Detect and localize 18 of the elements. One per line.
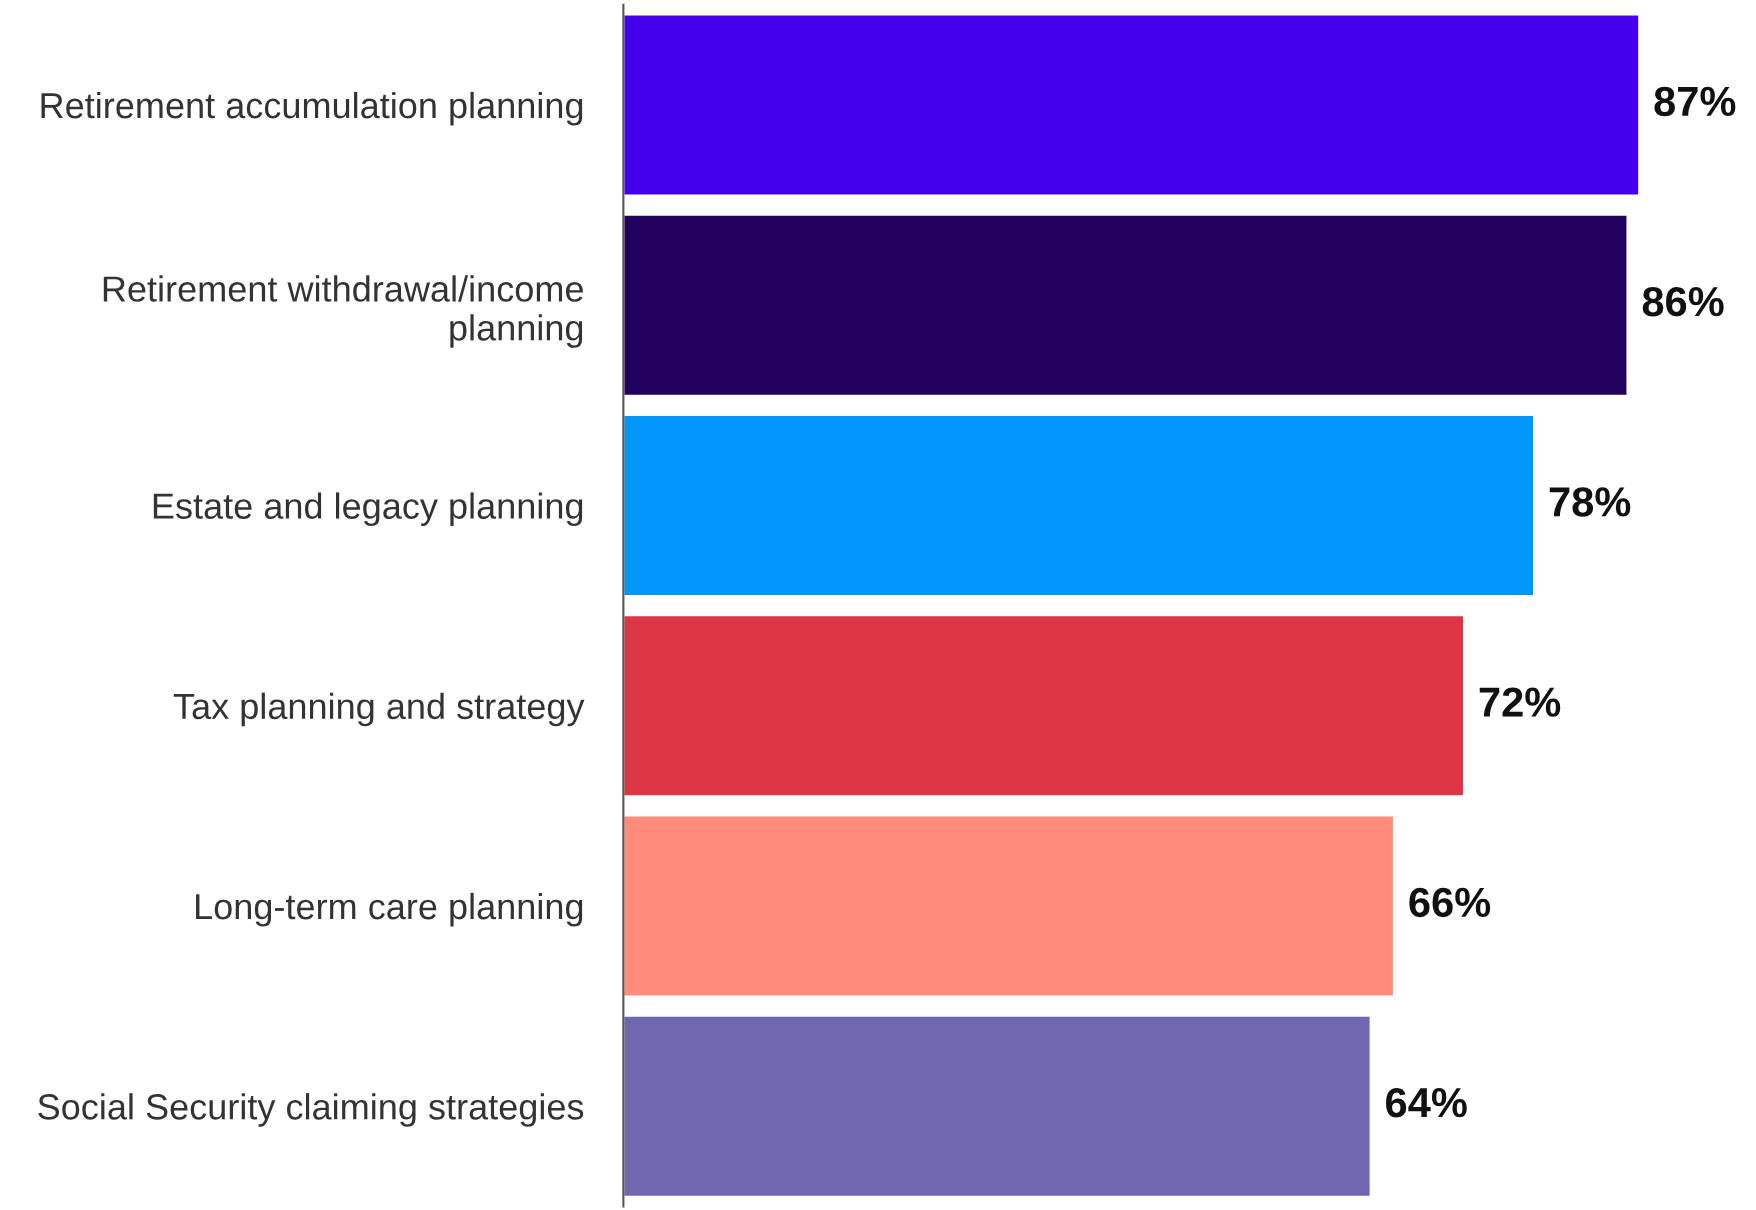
data-label: 78%: [1549, 487, 1631, 517]
data-label: 72%: [1479, 687, 1561, 717]
y-tick-label: Tax planning and strategy: [173, 692, 585, 727]
bar: [623, 13, 1641, 197]
data-label: 86%: [1642, 286, 1724, 317]
y-tick-label: Long-term care planning: [196, 892, 583, 927]
bar: [623, 413, 1536, 598]
y-tick-label: Retirement accumulation planning: [41, 91, 583, 126]
y-tick-label: Social Security claiming strategies: [38, 1093, 584, 1127]
bar: [623, 814, 1396, 998]
bar: [623, 1014, 1372, 1198]
bar: [623, 213, 1629, 397]
y-tick-label: Retirement withdrawal/income planning: [103, 275, 583, 348]
bar: [623, 614, 1466, 798]
data-label: 66%: [1409, 887, 1491, 918]
data-label: 87%: [1654, 86, 1736, 117]
data-label: 64%: [1386, 1087, 1467, 1118]
y-tick-label: Estate and legacy planning: [153, 492, 583, 527]
